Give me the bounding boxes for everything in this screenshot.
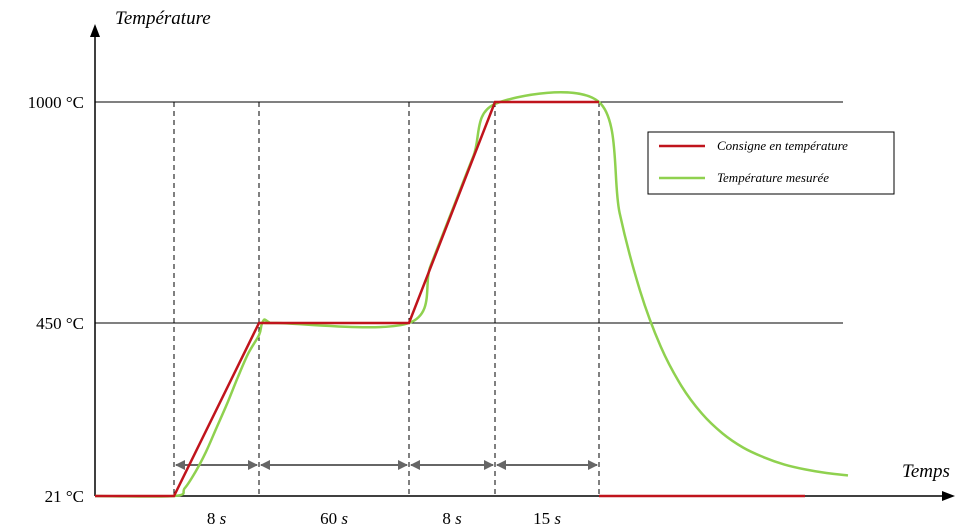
- duration-arrowhead-left: [410, 460, 420, 470]
- duration-arrowhead-right: [484, 460, 494, 470]
- duration-label: 8 s: [207, 509, 227, 528]
- duration-arrowhead-right: [588, 460, 598, 470]
- duration-arrowhead-left: [175, 460, 185, 470]
- duration-label: 15 s: [533, 509, 561, 528]
- x-axis-label: Temps: [902, 461, 950, 482]
- legend: Consigne en température Température mesu…: [647, 131, 895, 195]
- legend-label-mesuree: Température mesurée: [717, 170, 829, 185]
- duration-label: 60 s: [320, 509, 348, 528]
- duration-3: 15 s: [496, 460, 598, 528]
- duration-label: 8 s: [442, 509, 462, 528]
- legend-box: [647, 131, 895, 195]
- series-layer: [94, 91, 849, 498]
- legend-label-consigne: Consigne en température: [717, 138, 848, 153]
- duration-arrowhead-left: [260, 460, 270, 470]
- series-consigne: [95, 100, 599, 498]
- duration-arrowhead-left: [496, 460, 506, 470]
- y-tick-label-21: 21 °C: [45, 487, 84, 506]
- phase-layer: 8 s 60 s 8 s 15 s: [173, 102, 600, 528]
- grid-layer: 21 °C 450 °C 1000 °C: [28, 93, 843, 506]
- x-axis-arrowhead: [942, 491, 955, 501]
- y-axis-arrowhead: [90, 24, 100, 37]
- y-tick-label-450: 450 °C: [36, 314, 84, 333]
- y-tick-label-1000: 1000 °C: [28, 93, 84, 112]
- duration-arrowhead-right: [248, 460, 258, 470]
- duration-1: 60 s: [260, 460, 408, 528]
- duration-arrowhead-right: [398, 460, 408, 470]
- y-axis-label: Température: [115, 8, 211, 29]
- duration-2: 8 s: [410, 460, 494, 528]
